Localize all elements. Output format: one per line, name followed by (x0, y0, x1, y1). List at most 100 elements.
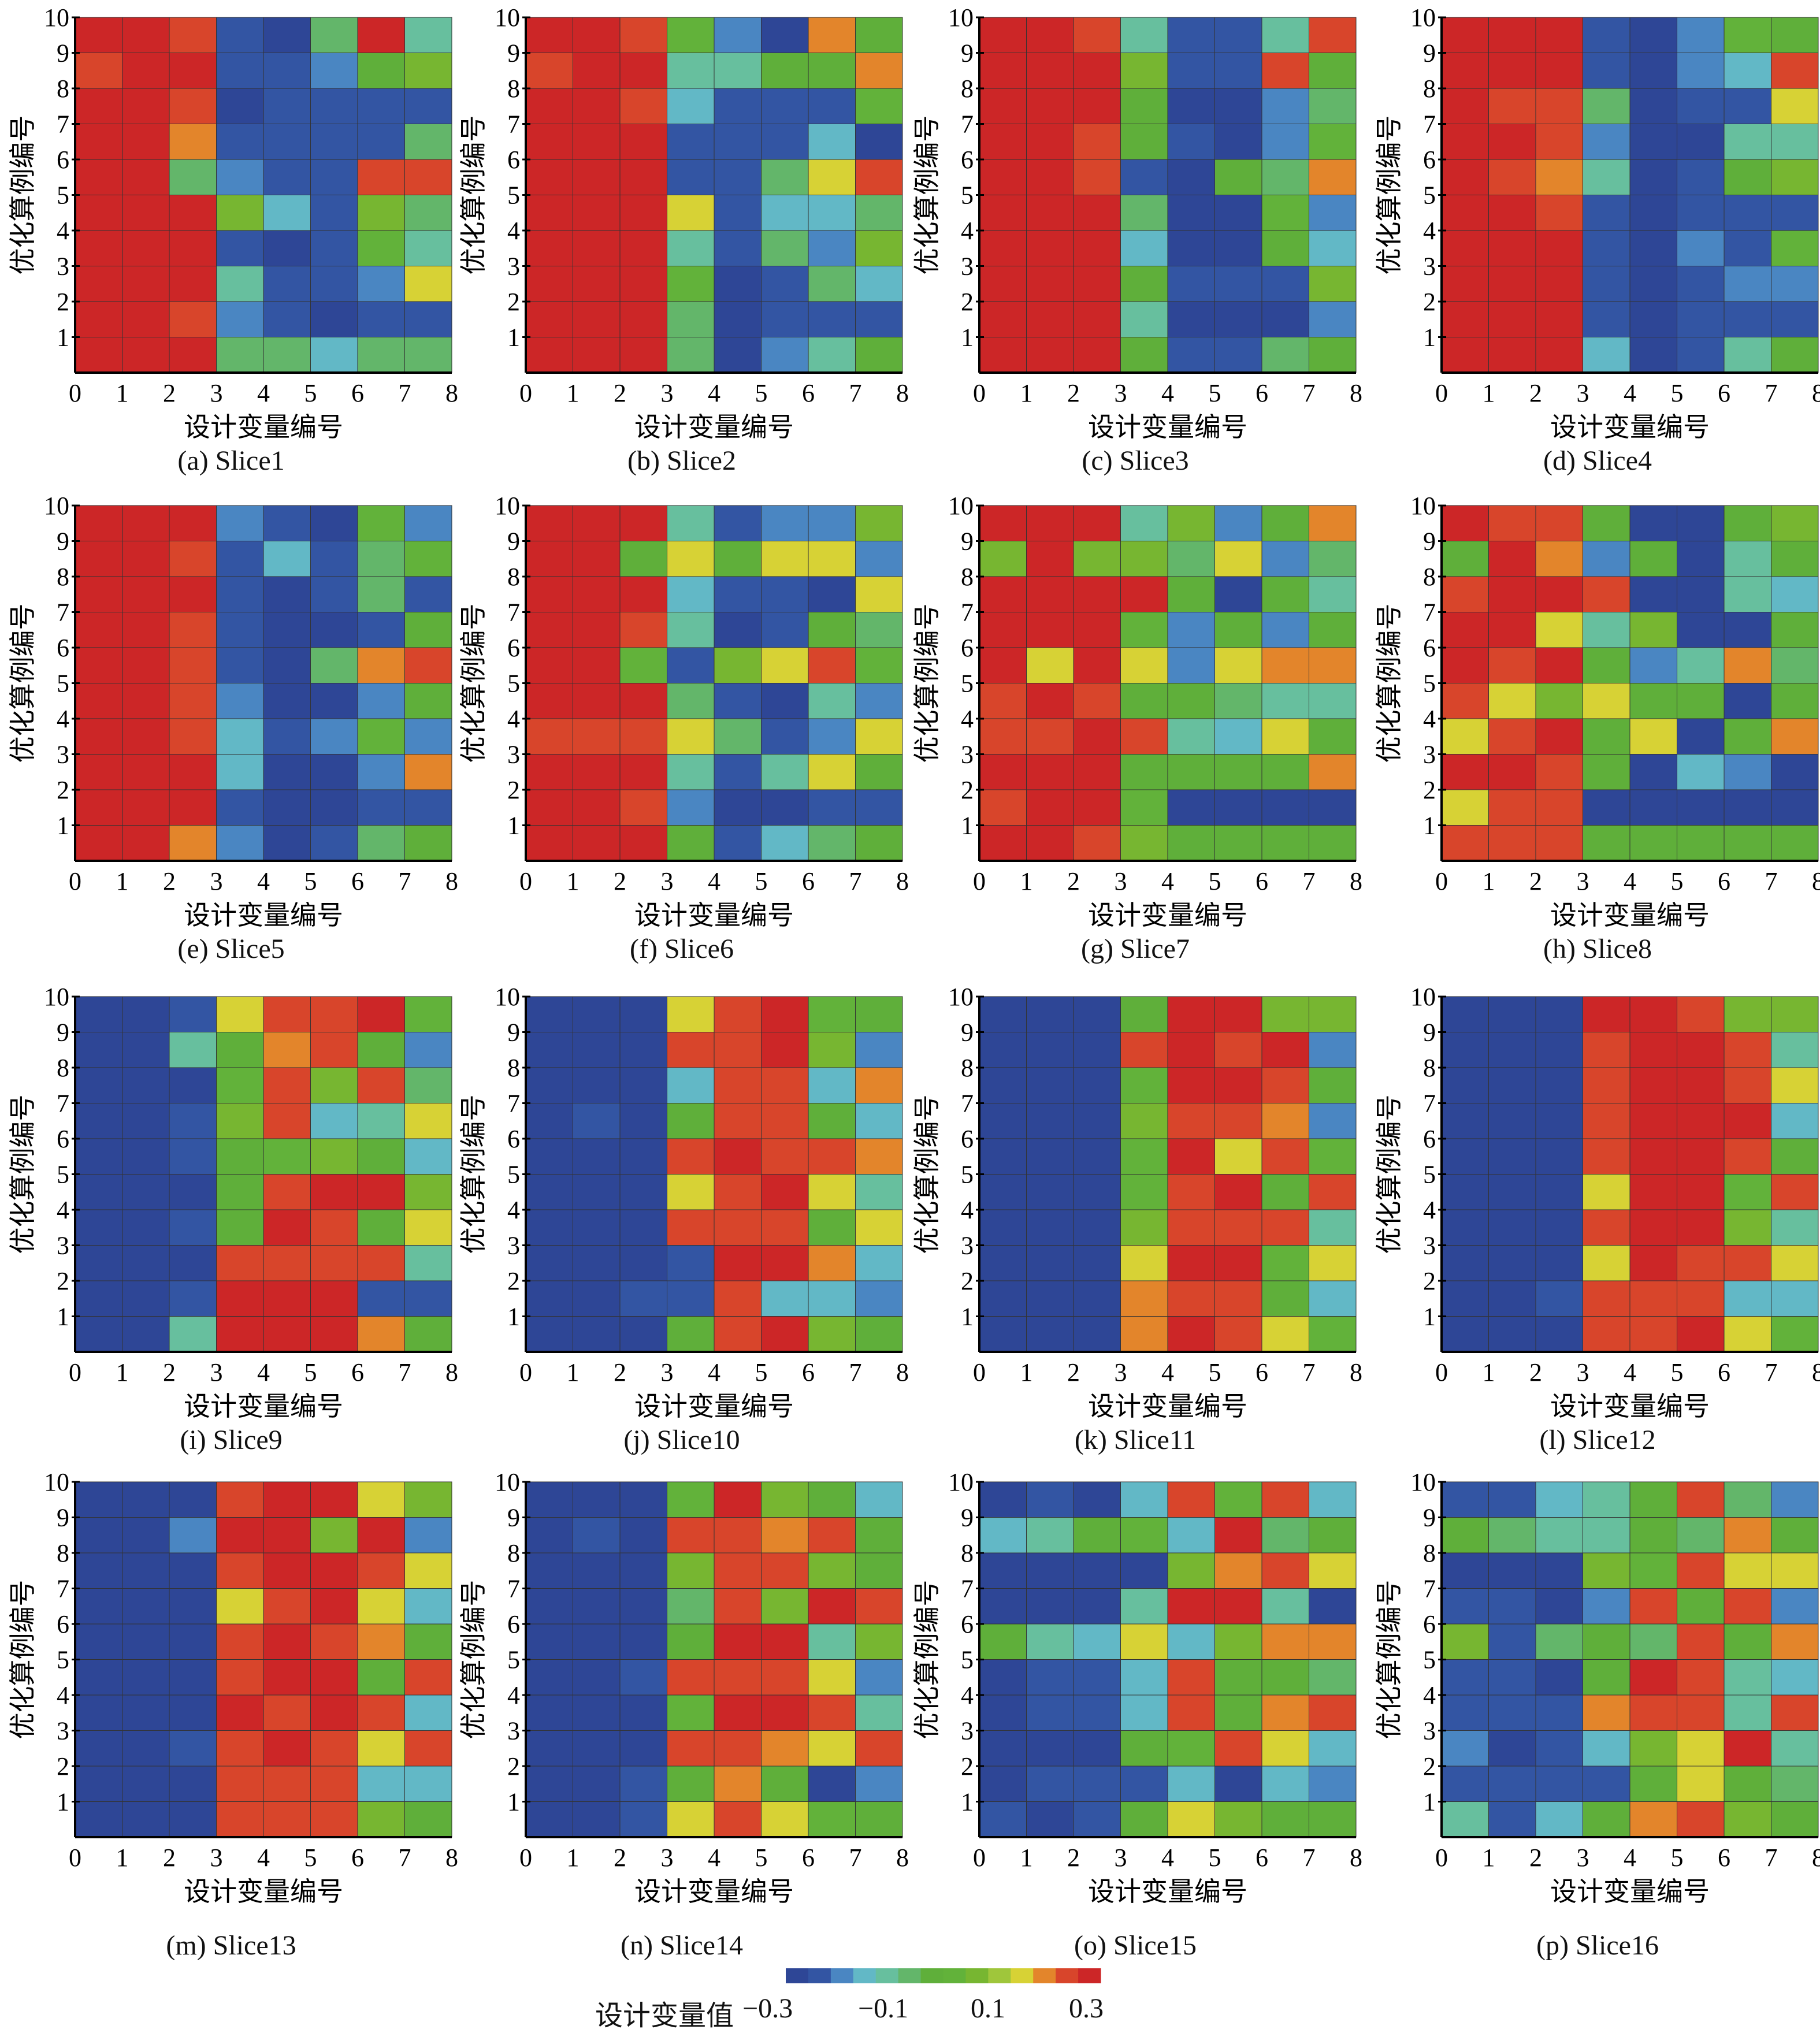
heatmap-cell (122, 1103, 170, 1139)
heatmap-cell (1535, 1138, 1583, 1175)
heatmap-cell (1441, 159, 1489, 195)
heatmap-cell (1261, 88, 1309, 124)
heatmap-cell (1167, 195, 1215, 231)
heatmap-cell (1261, 1280, 1309, 1317)
heatmap-cell (619, 1316, 667, 1352)
heatmap-cell (808, 754, 856, 790)
heatmap-cell (75, 683, 122, 719)
heatmap-cell (855, 1730, 903, 1767)
heatmap-cell (1261, 647, 1309, 683)
heatmap-cell (357, 1245, 405, 1281)
y-tick-label: 2 (57, 1752, 69, 1781)
heatmap-cell (1535, 124, 1583, 160)
colorbar-swatch (943, 1968, 966, 1983)
heatmap-cell (525, 337, 573, 373)
y-tick-label: 8 (57, 563, 69, 591)
heatmap-cell (979, 1730, 1027, 1767)
heatmap-cell (169, 505, 217, 541)
heatmap-cell (216, 53, 264, 89)
heatmap-cell (310, 1103, 358, 1139)
heatmap-cell (216, 1174, 264, 1210)
heatmap-cell (169, 1552, 217, 1589)
heatmap-cell (1261, 1694, 1309, 1731)
heatmap-cell (714, 1103, 762, 1139)
y-tick-label: 9 (1423, 39, 1436, 68)
heatmap-cell (1309, 1103, 1357, 1139)
heatmap-cell (1073, 1032, 1121, 1068)
heatmap-cell (357, 789, 405, 826)
heatmap-cell (1214, 1481, 1262, 1518)
x-tick-label: 4 (1161, 1844, 1174, 1872)
heatmap-cell (122, 124, 170, 160)
heatmap-cell (1629, 1316, 1677, 1352)
heatmap-cell (216, 1138, 264, 1175)
heatmap-cell (619, 612, 667, 648)
heatmap-cell (357, 576, 405, 612)
heatmap-cell (1629, 1517, 1677, 1553)
heatmap-cell (1167, 159, 1215, 195)
heatmap-cell (1309, 1623, 1357, 1660)
heatmap-cell (1309, 1138, 1357, 1175)
heatmap-cell (122, 88, 170, 124)
heatmap-cell (1583, 1659, 1630, 1696)
heatmap-cell (1073, 1280, 1121, 1317)
heatmap-cell (1724, 1245, 1771, 1281)
heatmap-cell (1026, 612, 1074, 648)
heatmap-cell (1629, 1103, 1677, 1139)
heatmap-cell (667, 1801, 715, 1838)
heatmap-cell (573, 1032, 621, 1068)
heatmap-cell (122, 1552, 170, 1589)
heatmap-cell (1535, 337, 1583, 373)
x-axis-label: 设计变量编号 (634, 412, 794, 442)
heatmap-cell (808, 1103, 856, 1139)
x-tick-label: 5 (755, 1844, 768, 1872)
heatmap-cell (573, 301, 621, 337)
heatmap-cell (1629, 1766, 1677, 1802)
heatmap-cell (310, 683, 358, 719)
heatmap-cell (1535, 1174, 1583, 1210)
panel-caption: (l) Slice12 (1539, 1425, 1656, 1455)
heatmap-cell (169, 17, 217, 53)
heatmap-cell (1214, 996, 1262, 1032)
heatmap-cell (1073, 1517, 1121, 1553)
heatmap-cell (1583, 1209, 1630, 1246)
heatmap-cell (1724, 825, 1771, 861)
x-tick-label: 5 (1671, 379, 1684, 407)
heatmap-cell (1583, 337, 1630, 373)
heatmap-cell (1441, 505, 1489, 541)
y-tick-label: 2 (57, 776, 69, 804)
x-tick-label: 8 (1812, 1844, 1820, 1872)
heatmap-cell (75, 1138, 122, 1175)
y-tick-label: 1 (961, 812, 974, 840)
heatmap-cell (1583, 1801, 1630, 1838)
heatmap-cell (619, 195, 667, 231)
heatmap-cell (263, 53, 311, 89)
heatmap-cell (1167, 754, 1215, 790)
x-tick-label: 4 (257, 1844, 270, 1872)
heatmap-cell (75, 266, 122, 302)
heatmap-cell (1629, 159, 1677, 195)
heatmap-cell (667, 195, 715, 231)
y-tick-label: 3 (57, 741, 69, 769)
heatmap-cell (404, 576, 452, 612)
y-axis-label: 优化算例编号 (912, 1095, 942, 1254)
heatmap-cell (1214, 301, 1262, 337)
heatmap-cell (1677, 647, 1725, 683)
y-tick-label: 5 (1423, 670, 1436, 698)
x-tick-label: 1 (1020, 867, 1033, 895)
heatmap-cell (714, 1138, 762, 1175)
heatmap-cell (1535, 1623, 1583, 1660)
x-tick-label: 6 (802, 867, 815, 895)
heatmap-cell (761, 1481, 809, 1518)
heatmap-cell (169, 1659, 217, 1696)
heatmap-cell (714, 541, 762, 577)
heatmap-cell (1629, 683, 1677, 719)
heatmap-cell (310, 1730, 358, 1767)
heatmap-cell (1629, 1801, 1677, 1838)
heatmap-cell (714, 576, 762, 612)
heatmap-cell (310, 1209, 358, 1246)
heatmap-cell (525, 683, 573, 719)
heatmap-cell (808, 789, 856, 826)
